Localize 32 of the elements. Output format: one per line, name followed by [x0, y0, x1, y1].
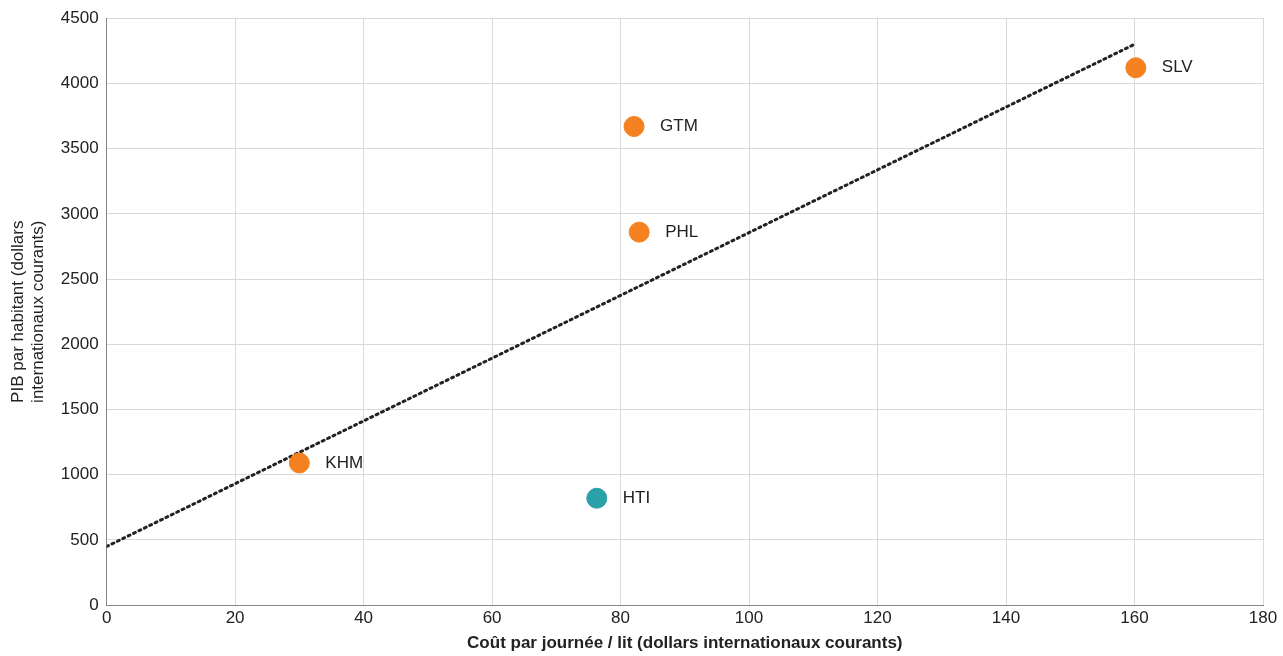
x-tick-label: 140: [991, 608, 1021, 628]
x-tick-label: 80: [611, 608, 631, 628]
x-axis-title: Coût par journée / lit (dollars internationaux courants): [467, 633, 903, 653]
x-tick-label: 180: [1248, 608, 1278, 628]
annotation: SLV: [1161, 57, 1194, 77]
x-tick-label: 40: [354, 608, 374, 628]
annotation: PHL: [665, 221, 699, 241]
point: [586, 487, 608, 509]
x-tick-label: 20: [225, 608, 245, 628]
y-axis-title: PIB par habitant (dollars internationaux courants): [7, 220, 48, 403]
x-tick-label: 160: [1120, 608, 1149, 628]
point: [1125, 57, 1147, 79]
y-tick-label: 2000: [60, 334, 99, 353]
y-tick-label: 500: [70, 529, 99, 549]
annotation: GTM: [660, 116, 698, 136]
x-tick-label: 120: [863, 608, 892, 628]
y-tick-label: 2500: [60, 268, 99, 288]
annotation: HTI: [622, 487, 651, 507]
y-tick-label: 0: [89, 594, 99, 614]
y-tick-label: 1000: [60, 464, 99, 484]
y-tick-label: 1500: [60, 399, 99, 419]
x-tick-label: 100: [734, 608, 764, 628]
annotation: KHM: [325, 452, 364, 472]
x-tick-label: 0: [101, 608, 112, 628]
point: [288, 452, 310, 474]
y-tick-label: 4500: [60, 7, 99, 27]
point: [623, 115, 645, 137]
y-tick-label: 4000: [60, 73, 99, 93]
point: [628, 221, 650, 243]
y-tick-label: 3500: [60, 138, 99, 158]
y-tick-label: 3000: [60, 203, 99, 223]
x-tick-label: 60: [482, 608, 502, 628]
